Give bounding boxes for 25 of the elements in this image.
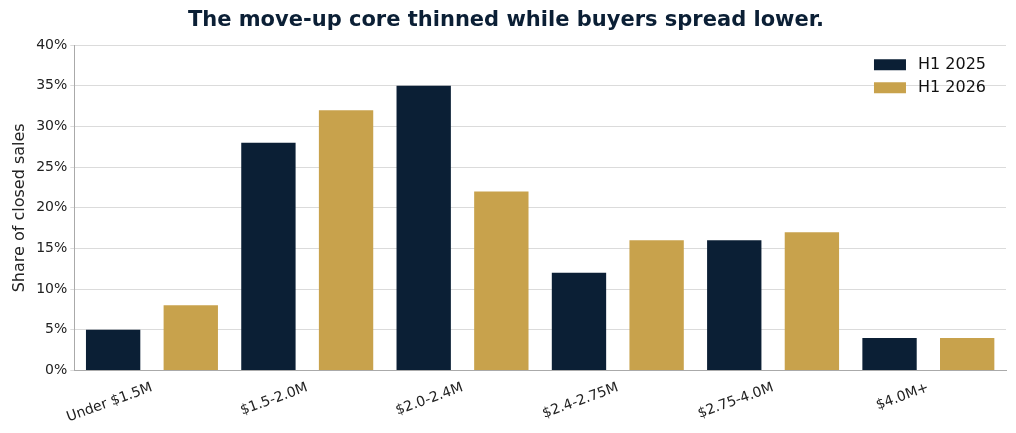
bar bbox=[474, 191, 529, 370]
y-tick-label: 5% bbox=[45, 320, 68, 337]
legend-label: H1 2025 bbox=[917, 54, 986, 74]
y-axis-title: Share of closed sales bbox=[8, 123, 28, 293]
bar bbox=[163, 305, 218, 370]
y-tick-label: 10% bbox=[36, 279, 68, 296]
bar bbox=[85, 329, 141, 370]
legend-label: H1 2026 bbox=[917, 77, 986, 97]
chart-title: The move-up core thinned while buyers spread lower. bbox=[187, 7, 825, 32]
bar bbox=[318, 110, 374, 370]
y-tick-label: 20% bbox=[36, 198, 68, 215]
bar bbox=[940, 337, 995, 370]
bar bbox=[551, 272, 607, 370]
bar bbox=[629, 240, 684, 370]
bar bbox=[707, 240, 762, 370]
y-tick-label: 35% bbox=[36, 76, 68, 93]
y-tick-label: 25% bbox=[36, 157, 68, 174]
y-tick-label: 30% bbox=[36, 117, 68, 134]
bar bbox=[784, 232, 840, 370]
bar bbox=[862, 337, 917, 370]
y-tick-label: 0% bbox=[45, 361, 68, 378]
y-tick-label: 40% bbox=[36, 35, 68, 52]
bar bbox=[396, 85, 451, 370]
bar bbox=[241, 142, 296, 370]
y-tick-label: 15% bbox=[36, 239, 68, 256]
